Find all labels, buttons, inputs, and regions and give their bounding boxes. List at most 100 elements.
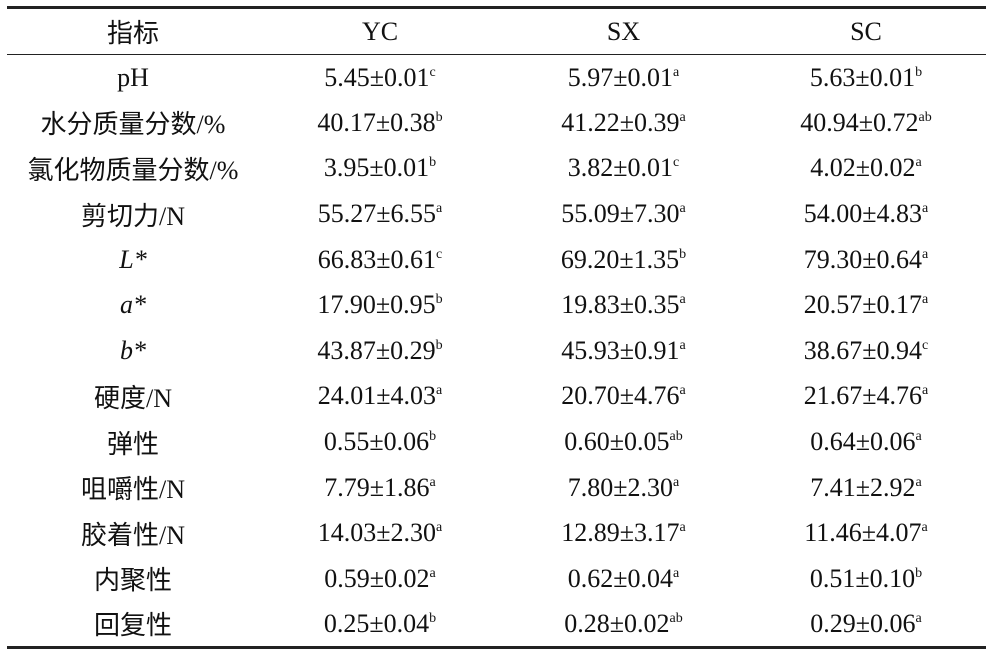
- row-label-cell: 硬度/N: [7, 374, 259, 420]
- significance-letter: a: [673, 565, 680, 581]
- value-cell: 14.03±2.30a: [259, 510, 501, 556]
- table-row: 水分质量分数/% 40.17±0.38b 41.22±0.39a 40.94±0.72…: [7, 100, 986, 146]
- row-label: a*: [120, 290, 146, 320]
- cell-value: 66.83±0.61: [317, 244, 437, 274]
- cell-value: 0.29±0.06: [810, 608, 916, 638]
- value-cell: 43.87±0.29b: [259, 328, 501, 374]
- header-row: 指标 YC SX SC: [7, 7, 986, 55]
- significance-letter: a: [679, 337, 686, 353]
- value-cell: 4.02±0.02a: [746, 146, 986, 192]
- table-row: a* 17.90±0.95b 19.83±0.35a 20.57±0.17a: [7, 282, 986, 328]
- significance-letter: a: [679, 292, 686, 308]
- significance-letter: a: [915, 474, 922, 490]
- cell-value: 17.90±0.95: [317, 290, 436, 320]
- cell-value: 55.27±6.55: [317, 199, 437, 229]
- value-cell: 54.00±4.83a: [746, 191, 986, 237]
- row-label: 胶着性/N: [80, 520, 185, 550]
- value-cell: 0.64±0.06a: [746, 419, 986, 465]
- significance-letter: a: [915, 610, 922, 626]
- significance-letter: b: [915, 64, 923, 80]
- significance-letter: b: [429, 155, 437, 171]
- value-cell: 24.01±4.03a: [259, 374, 501, 420]
- row-label: 咀嚼性/N: [80, 475, 185, 505]
- value-cell: 17.90±0.95b: [259, 282, 501, 328]
- table-row: 内聚性 0.59±0.02a 0.62±0.04a 0.51±0.10b: [7, 556, 986, 602]
- row-label: 弹性: [106, 429, 159, 459]
- significance-letter: ab: [669, 429, 683, 445]
- significance-letter: a: [922, 246, 929, 262]
- table-row: 胶着性/N 14.03±2.30a 12.89±3.17a 11.46±4.07a: [7, 510, 986, 556]
- table-row: 硬度/N 24.01±4.03a 20.70±4.76a 21.67±4.76a: [7, 374, 986, 420]
- significance-letter: a: [922, 383, 929, 399]
- row-label-cell: b*: [7, 328, 259, 374]
- significance-letter: a: [679, 201, 686, 217]
- significance-letter: b: [915, 565, 923, 581]
- table-row: 氯化物质量分数/% 3.95±0.01b 3.82±0.01c 4.02±0.02a: [7, 146, 986, 192]
- table-row: 剪切力/N 55.27±6.55 a 55.09±7.30a 54.00±4.83a: [7, 191, 986, 237]
- data-table: 指标 YC SX SC pH 5.45±0.01c 5.97±0.01a 5.63±0.01…: [7, 6, 986, 649]
- value-cell: 20.57±0.17a: [746, 282, 986, 328]
- row-label-cell: L*: [7, 237, 259, 283]
- value-cell: 55.09±7.30a: [501, 191, 746, 237]
- cell-value: 0.55±0.06: [323, 427, 430, 457]
- significance-letter: c: [673, 155, 680, 171]
- cell-value: 5.97±0.01: [567, 62, 674, 92]
- significance-letter: a: [436, 520, 443, 536]
- significance-letter: a: [429, 565, 436, 581]
- significance-letter: a: [679, 383, 686, 399]
- cell-value: 0.51±0.10: [809, 563, 916, 593]
- row-label-cell: 回复性: [7, 602, 259, 648]
- cell-value: 5.63±0.01: [809, 62, 916, 92]
- value-cell: 0.55±0.06b: [259, 419, 501, 465]
- cell-value: 12.89±3.17: [561, 518, 680, 548]
- cell-value: 20.57±0.17: [803, 290, 923, 320]
- row-label-cell: 剪切力/N: [7, 191, 259, 237]
- value-cell: 5.45±0.01c: [259, 55, 501, 101]
- value-cell: 45.93±0.91a: [501, 328, 746, 374]
- cell-value: 3.95±0.01: [323, 153, 430, 183]
- significance-letter: a: [436, 383, 443, 399]
- cell-value: 40.17±0.38: [317, 107, 436, 137]
- value-cell: 11.46±4.07a: [746, 510, 986, 556]
- table-row: 咀嚼性/N 7.79±1.86a 7.80±2.30a 7.41±2.92a: [7, 465, 986, 511]
- cell-value: 79.30±0.64: [803, 244, 923, 274]
- significance-letter: b: [435, 292, 443, 308]
- value-cell: 7.41±2.92a: [746, 465, 986, 511]
- row-label-cell: 氯化物质量分数/%: [7, 146, 259, 192]
- cell-value: 0.28±0.02: [564, 608, 670, 638]
- table-row: 弹性 0.55±0.06b 0.60±0.05ab 0.64±0.06a: [7, 419, 986, 465]
- table-row: b* 43.87±0.29b 45.93±0.91a 38.67±0.94c: [7, 328, 986, 374]
- value-cell: 41.22±0.39a: [501, 100, 746, 146]
- row-label: 氯化物质量分数/%: [27, 155, 239, 185]
- row-label: 剪切力/N: [80, 201, 185, 231]
- significance-letter: b: [435, 109, 443, 125]
- value-cell: 12.89±3.17a: [501, 510, 746, 556]
- table-row: 回复性 0.25±0.04b 0.28±0.02ab 0.29±0.06a: [7, 602, 986, 648]
- value-cell: 3.95±0.01b: [259, 146, 501, 192]
- cell-value: 21.67±4.76: [803, 381, 923, 411]
- row-label-cell: 咀嚼性/N: [7, 465, 259, 511]
- cell-value: 7.41±2.92: [810, 472, 916, 502]
- significance-letter: a: [922, 292, 929, 308]
- cell-value: 24.01±4.03: [317, 381, 437, 411]
- row-label-cell: a*: [7, 282, 259, 328]
- significance-letter: b: [429, 610, 437, 626]
- cell-value: 0.59±0.02: [324, 563, 430, 593]
- value-cell: 0.62±0.04a: [501, 556, 746, 602]
- value-cell: 0.59±0.02a: [259, 556, 501, 602]
- significance-letter: a: [679, 109, 686, 125]
- cell-value: 54.00±4.83: [803, 199, 923, 229]
- row-label: b*: [120, 335, 146, 365]
- value-cell: 3.82±0.01c: [501, 146, 746, 192]
- cell-value: 41.22±0.39: [561, 107, 680, 137]
- value-cell: 0.25±0.04b: [259, 602, 501, 648]
- value-cell: 38.67±0.94c: [746, 328, 986, 374]
- cell-value: 45.93±0.91: [561, 335, 680, 365]
- significance-letter: ab: [918, 109, 932, 125]
- header-cell: SC: [850, 16, 882, 46]
- value-cell: 40.94±0.72ab: [746, 100, 986, 146]
- header-cell: 指标: [106, 19, 159, 48]
- header-cell: SX: [606, 16, 641, 46]
- cell-value: 38.67±0.94: [803, 335, 923, 365]
- cell-value: 19.83±0.35: [561, 290, 680, 320]
